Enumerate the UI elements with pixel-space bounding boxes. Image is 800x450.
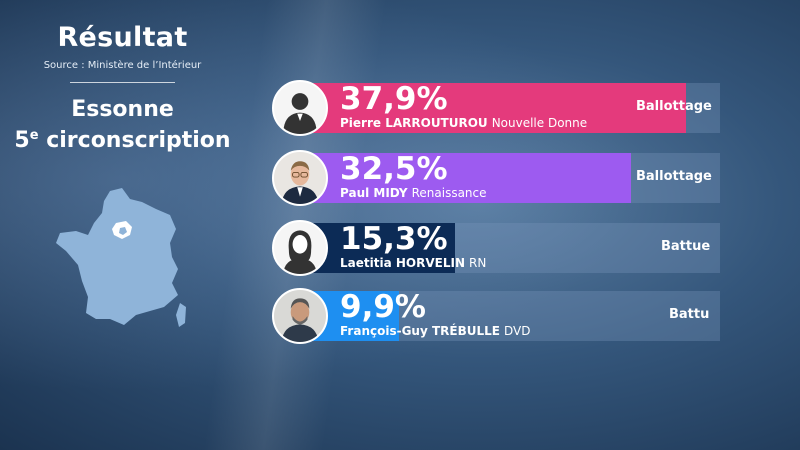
status-label: Ballottage [636, 99, 712, 114]
candidate-party: RN [468, 256, 487, 270]
info-panel: Résultat Source : Ministère de l’Intérie… [0, 0, 245, 450]
candidate-name-line: Pierre LARROUTUROU Nouvelle Donne [340, 116, 587, 130]
france-mainland-shape [56, 188, 178, 325]
status-label: Ballottage [636, 169, 712, 184]
candidate-name-line: Laetitia HORVELIN RN [340, 256, 486, 270]
candidate-name: François-Guy TRÉBULLE [340, 324, 500, 338]
candidate-party: DVD [503, 324, 531, 338]
candidate-party: Nouvelle Donne [491, 116, 588, 130]
candidate-name-line: Paul MIDY Renaissance [340, 186, 487, 200]
page-title: Résultat [57, 22, 188, 53]
candidate-name: Paul MIDY [340, 186, 408, 200]
circonscription-word: circonscription [46, 128, 231, 153]
silhouette-woman-icon [272, 220, 328, 276]
candidate-photo-icon [272, 288, 328, 344]
circonscription-suffix: e [29, 128, 39, 143]
candidate-name: Laetitia HORVELIN [340, 256, 465, 270]
source-note: Source : Ministère de l’Intérieur [43, 60, 202, 71]
candidate-party: Renaissance [411, 186, 487, 200]
candidate-name-line: François-Guy TRÉBULLE DVD [340, 324, 530, 338]
candidate-row: 37,9% Pierre LARROUTUROU Nouvelle Donne B… [272, 80, 720, 136]
circonscription-highlight [119, 227, 127, 235]
status-label: Battu [669, 307, 710, 322]
bar-paul-midy [298, 153, 631, 203]
percentage-label: 9,9% [340, 289, 426, 325]
candidate-row: 9,9% François-Guy TRÉBULLE DVD Battu [272, 288, 720, 344]
divider [70, 82, 175, 83]
france-map-icon [56, 188, 186, 327]
bar-pierre-larrouturou [298, 83, 686, 133]
percentage-label: 37,9% [340, 81, 448, 117]
percentage-label: 15,3% [340, 221, 448, 257]
percentage-label: 32,5% [340, 151, 448, 187]
silhouette-man-icon [272, 80, 328, 136]
candidate-row: 15,3% Laetitia HORVELIN RN Battue [272, 220, 720, 276]
department-name: Essonne [71, 97, 174, 122]
corsica-shape [176, 303, 186, 327]
circonscription-label: 5e circonscription [0, 123, 245, 154]
candidate-name: Pierre LARROUTUROU [340, 116, 488, 130]
candidate-photo-icon [272, 150, 328, 206]
status-label: Battue [661, 239, 711, 254]
candidate-row: 32,5% Paul MIDY Renaissance Ballottage [272, 150, 720, 206]
circonscription-number: 5 [14, 128, 30, 153]
